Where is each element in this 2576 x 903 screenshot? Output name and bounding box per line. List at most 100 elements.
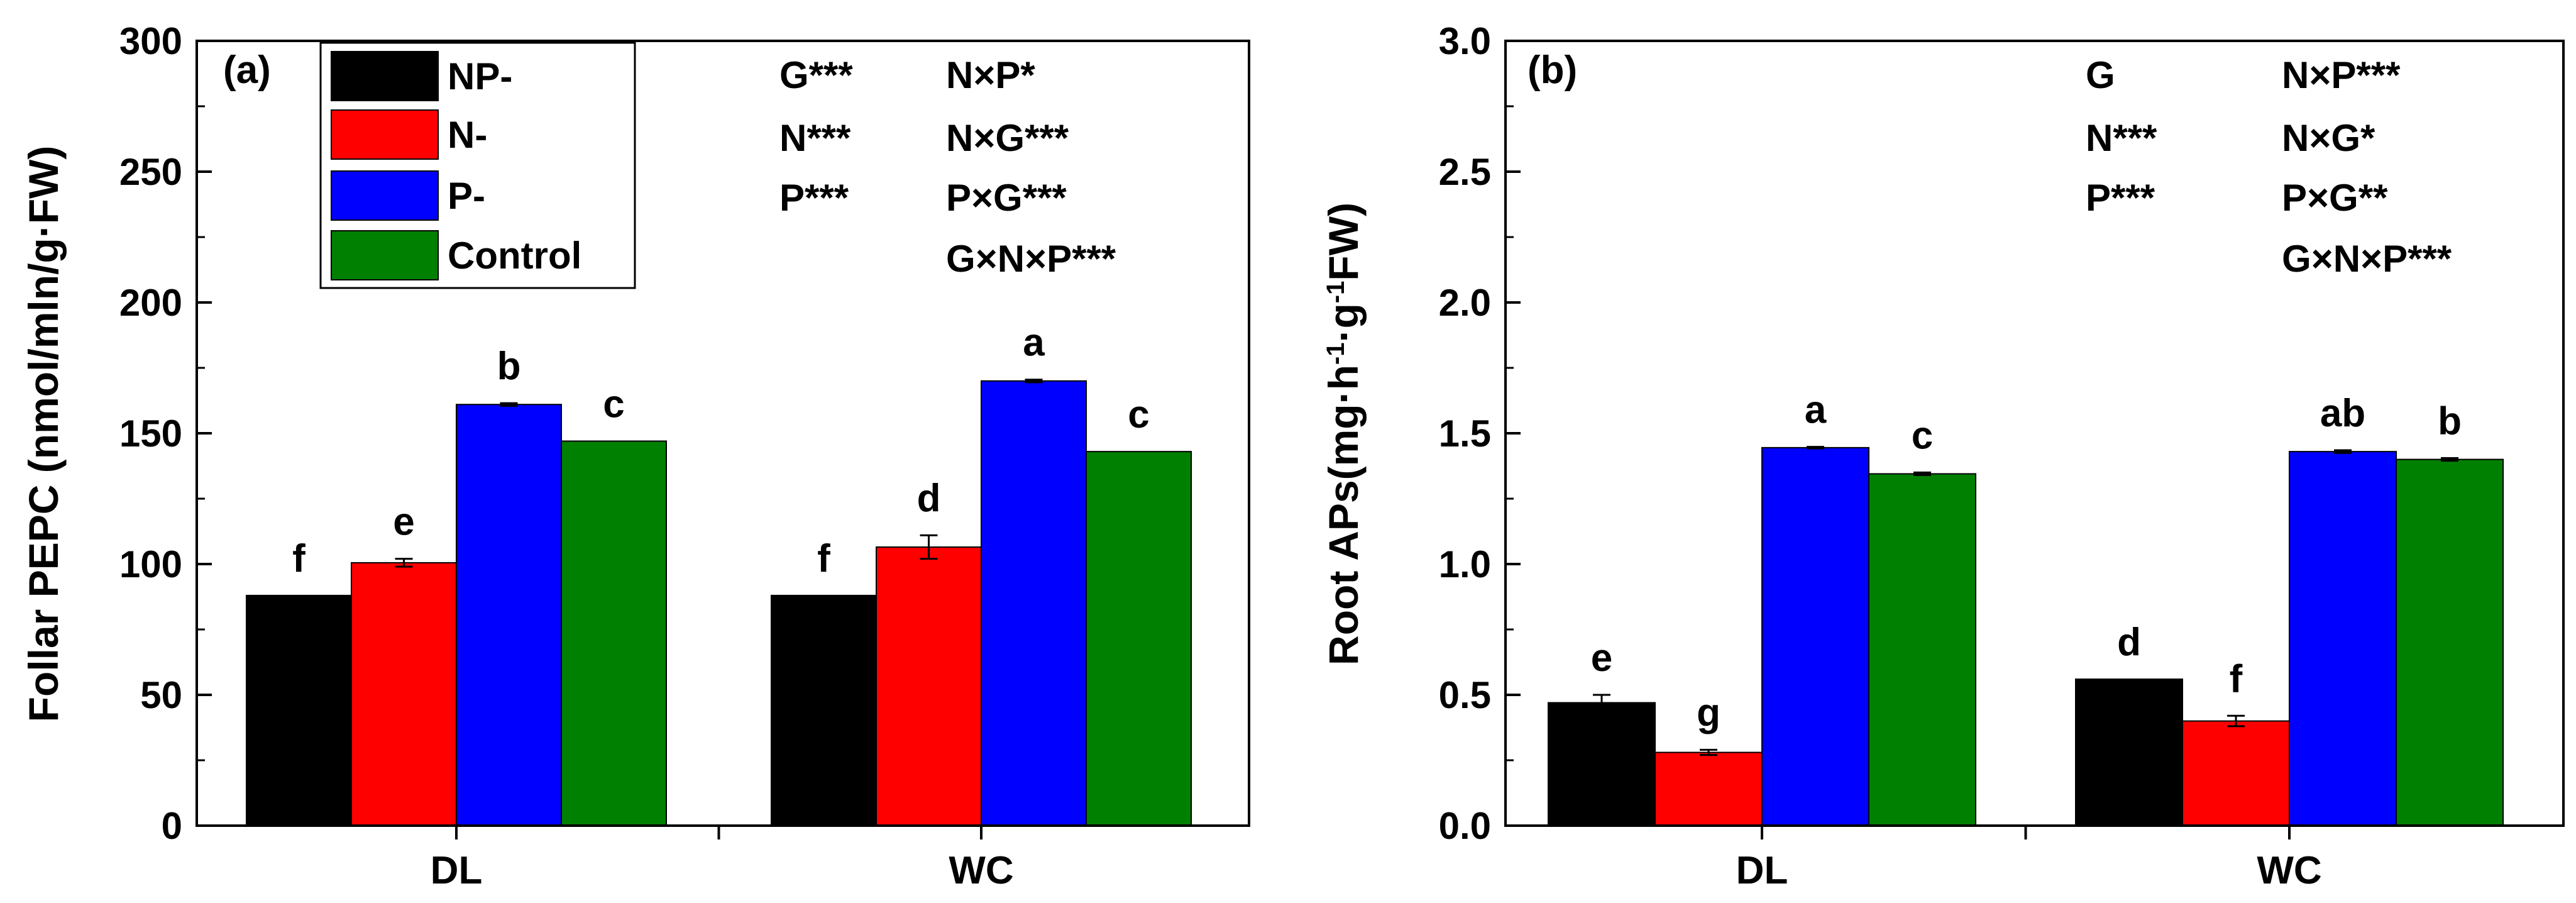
legend-swatch-n xyxy=(331,109,439,160)
error-bar-control-dl xyxy=(1913,471,1931,477)
y-tick-label: 250 xyxy=(119,151,182,193)
ylabel-part-mid: ·g xyxy=(1320,303,1367,342)
x-tick-label-wc: WC xyxy=(2257,849,2321,892)
annotation-pxg: P×G** xyxy=(2282,177,2388,219)
y-tick-label: 0 xyxy=(162,805,182,847)
y-tick-label: 200 xyxy=(119,282,182,324)
error-bar-control-wc xyxy=(2441,457,2458,462)
bar-n-dl xyxy=(351,562,457,826)
legend-label-control: Control xyxy=(448,235,581,277)
significance-letter-n-dl: g xyxy=(1697,691,1720,734)
error-bar-np-dl xyxy=(1593,694,1610,712)
bar-control-wc xyxy=(1086,451,1192,826)
bar-p-dl xyxy=(1761,446,1869,826)
significance-letter-np-wc: f xyxy=(817,537,830,580)
significance-letter-n-dl: e xyxy=(393,501,414,544)
annotation-gxnxp: G×N×P*** xyxy=(2282,238,2452,280)
significance-letter-n-wc: d xyxy=(917,477,941,520)
bar-n-wc xyxy=(876,546,982,827)
bar-control-dl xyxy=(1868,473,1976,826)
panel-a-significance-annotations: G*** N*** P*** N×P* N×G*** P×G*** G×N×P*… xyxy=(779,54,1116,280)
significance-letter-p-dl: a xyxy=(1805,389,1827,432)
ylabel-sup-g: -1 xyxy=(1322,281,1350,304)
annotation-n: N*** xyxy=(779,117,851,159)
panel-b: e g a c d f ab b 0.0 0.5 1.0 1.5 2.0 2.5 3.0 DL WC (b)… xyxy=(1320,20,2565,892)
bar-p-dl xyxy=(456,404,562,826)
y-tick-label: 3.0 xyxy=(1439,20,1491,62)
error-bar-p-wc xyxy=(2334,449,2352,454)
error-bar-n-wc xyxy=(920,534,938,560)
significance-letter-np-wc: d xyxy=(2117,621,2141,664)
ylabel-sup-h: -1 xyxy=(1322,343,1350,365)
error-bar-n-dl xyxy=(1700,748,1717,756)
panel-b-y-axis-label: Root APs(mg·h-1·g-1FW) xyxy=(1320,202,1367,665)
panel-b-bars xyxy=(1548,446,2504,827)
panel-a-x-ticks: DL WC xyxy=(431,826,1014,892)
panel-b-x-ticks: DL WC xyxy=(1736,826,2322,892)
panel-a-label: (a) xyxy=(223,48,271,92)
annotation-nxg: N×G* xyxy=(2282,117,2375,159)
annotation-p: P*** xyxy=(2086,177,2155,219)
legend-swatch-control xyxy=(331,230,439,280)
y-tick-label: 100 xyxy=(119,543,182,585)
significance-letter-p-dl: b xyxy=(497,345,521,388)
panel-b-label: (b) xyxy=(1527,48,1577,92)
panel-b-y-ticks: 0.0 0.5 1.0 1.5 2.0 2.5 3.0 xyxy=(1439,20,1521,847)
y-tick-label: 150 xyxy=(119,413,182,455)
significance-letter-n-wc: f xyxy=(2230,657,2243,701)
legend-label-n: N- xyxy=(448,114,487,156)
y-tick-label: 0.0 xyxy=(1439,805,1491,847)
x-tick-label-wc: WC xyxy=(949,849,1013,892)
annotation-p: P*** xyxy=(779,177,849,219)
significance-letter-control-wc: c xyxy=(1128,393,1149,436)
x-tick-label-dl: DL xyxy=(1736,849,1788,892)
y-tick-label: 2.0 xyxy=(1439,282,1491,324)
error-bar-p-wc xyxy=(1025,379,1043,384)
bar-np-dl xyxy=(1548,702,1656,826)
error-bar-n-wc xyxy=(2227,714,2245,728)
annotation-nxg: N×G*** xyxy=(946,117,1069,159)
panel-a-error-bars xyxy=(395,379,1043,568)
panel-a-y-ticks: 0 50 100 150 200 250 300 xyxy=(119,20,212,847)
bar-np-wc xyxy=(2075,679,2183,827)
y-tick-label: 300 xyxy=(119,20,182,62)
annotation-nxp: N×P* xyxy=(946,54,1035,96)
ylabel-part-end: FW) xyxy=(1320,202,1367,281)
annotation-n: N*** xyxy=(2086,117,2157,159)
annotation-nxp: N×P*** xyxy=(2282,54,2401,96)
panel-a-bars xyxy=(246,380,1192,827)
bar-np-wc xyxy=(771,594,877,826)
panel-b-significance-letters: e g a c d f ab b xyxy=(1591,389,2462,735)
y-tick-label: 50 xyxy=(140,674,182,716)
bar-np-dl xyxy=(246,594,352,826)
panel-a: f e b c f d a c 0 50 100 150 200 250 300 DL WC (a) Fol… xyxy=(20,20,1250,892)
error-bar-p-dl xyxy=(500,402,518,407)
error-bar-p-dl xyxy=(1807,446,1824,450)
panel-b-error-bars xyxy=(1593,446,2458,756)
y-tick-label: 1.0 xyxy=(1439,543,1491,585)
legend-swatch-np xyxy=(331,51,439,101)
bar-n-wc xyxy=(2182,720,2290,826)
annotation-pxg: P×G*** xyxy=(946,177,1067,219)
significance-letter-np-dl: f xyxy=(292,537,305,580)
bar-n-dl xyxy=(1654,751,1763,827)
legend-label-p: P- xyxy=(448,175,485,217)
y-tick-label: 2.5 xyxy=(1439,151,1491,193)
annotation-gxnxp: G×N×P*** xyxy=(946,238,1116,280)
significance-letter-p-wc: a xyxy=(1023,321,1045,365)
y-tick-label: 0.5 xyxy=(1439,674,1491,716)
y-tick-label: 1.5 xyxy=(1439,413,1491,455)
panel-a-legend: NP- N- P- Control xyxy=(319,42,636,289)
ylabel-part-base: Root APs(mg·h xyxy=(1320,365,1367,665)
bar-control-wc xyxy=(2396,458,2504,826)
annotation-g: G*** xyxy=(779,54,853,96)
bar-control-dl xyxy=(561,440,667,826)
significance-letter-control-dl: c xyxy=(1912,414,1933,457)
bar-p-wc xyxy=(2289,451,2397,826)
panel-a-significance-letters: f e b c f d a c xyxy=(292,321,1150,580)
legend-label-np: NP- xyxy=(448,55,512,97)
significance-letter-np-dl: e xyxy=(1591,636,1612,680)
bar-p-wc xyxy=(981,380,1087,826)
annotation-g: G xyxy=(2086,54,2115,96)
